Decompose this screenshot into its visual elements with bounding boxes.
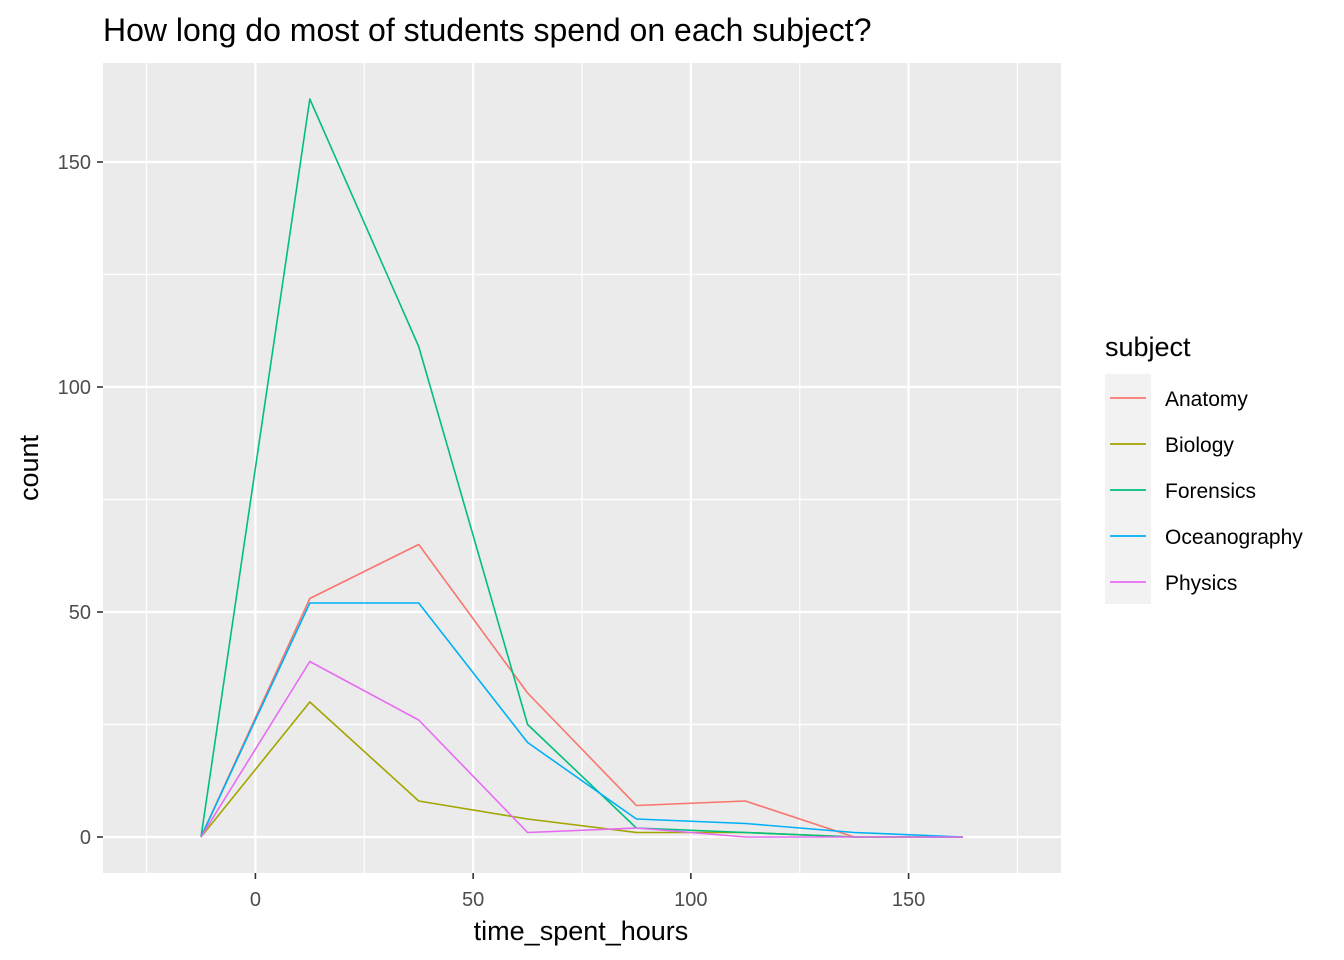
y-tick-label: 50 <box>69 602 91 624</box>
x-tick-label: 150 <box>892 889 925 911</box>
series-lines <box>200 98 964 838</box>
y-tick-label: 150 <box>58 152 91 174</box>
legend: subject Anatomy Biology Forensics Oceanogra… <box>1105 332 1303 604</box>
x-tick-label: 50 <box>462 889 484 911</box>
y-tick-label: 0 <box>80 827 91 849</box>
chart-title: How long do most of students spend on ea… <box>103 12 871 48</box>
y-tick-label: 100 <box>58 377 91 399</box>
legend-label-anatomy: Anatomy <box>1165 388 1248 411</box>
x-axis-title: time_spent_hours <box>474 916 689 946</box>
legend-label-physics: Physics <box>1165 572 1237 595</box>
x-tick-label: 100 <box>674 889 707 911</box>
x-tick-label: 0 <box>250 889 261 911</box>
legend-label-oceanography: Oceanography <box>1165 526 1303 549</box>
series-line-oceanography <box>200 602 964 838</box>
minor-gridlines <box>103 63 1061 873</box>
legend-title: subject <box>1105 332 1191 362</box>
legend-items: Anatomy Biology Forensics Oceanography Physi… <box>1110 388 1303 595</box>
y-axis: 0 50 100 150 <box>58 152 103 849</box>
legend-key-background <box>1105 374 1151 604</box>
legend-label-forensics: Forensics <box>1165 480 1256 503</box>
series-line-physics <box>200 660 963 838</box>
y-axis-title: count <box>14 434 44 501</box>
legend-label-biology: Biology <box>1165 434 1234 457</box>
x-axis: 0 50 100 150 <box>250 873 925 911</box>
major-gridlines <box>103 63 1061 873</box>
